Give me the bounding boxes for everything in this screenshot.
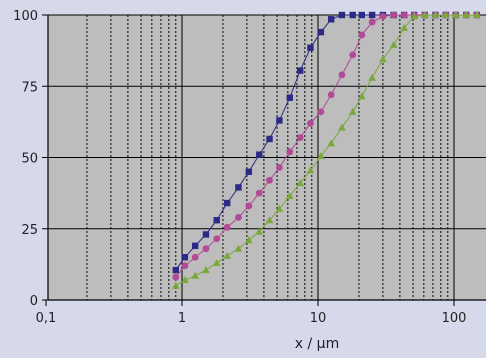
data-point xyxy=(349,51,357,59)
data-point xyxy=(224,199,231,207)
data-point xyxy=(296,179,305,187)
data-point xyxy=(235,184,242,191)
data-point xyxy=(368,73,376,81)
x-tick-label: 1 xyxy=(178,311,186,326)
data-point xyxy=(275,204,284,212)
data-point xyxy=(245,202,253,210)
data-point xyxy=(431,11,440,18)
data-point xyxy=(297,67,304,74)
data-point xyxy=(286,148,294,156)
data-point xyxy=(245,236,253,244)
data-point xyxy=(266,176,273,184)
data-point xyxy=(202,245,210,253)
data-point xyxy=(317,152,325,160)
series-triangle xyxy=(171,11,481,289)
data-point xyxy=(390,11,398,19)
data-point xyxy=(400,11,408,19)
data-point xyxy=(213,217,220,224)
data-point xyxy=(307,119,314,127)
data-point xyxy=(441,11,450,18)
data-point xyxy=(266,135,273,143)
data-point xyxy=(358,31,366,39)
data-point xyxy=(421,11,429,18)
data-point xyxy=(348,107,357,115)
series-layer xyxy=(171,11,481,289)
data-point xyxy=(410,12,419,20)
data-point xyxy=(327,139,335,147)
data-point xyxy=(317,108,325,116)
data-point xyxy=(181,262,189,270)
data-point xyxy=(358,92,366,100)
data-point xyxy=(245,168,253,175)
data-point xyxy=(172,273,180,281)
data-point xyxy=(213,235,221,243)
y-tick-label: 100 xyxy=(13,9,38,24)
data-point xyxy=(191,242,199,250)
data-point xyxy=(255,227,264,235)
y-tick-label: 50 xyxy=(21,152,38,167)
data-point xyxy=(400,23,408,31)
y-tick-label: 0 xyxy=(30,294,38,309)
data-point xyxy=(296,134,304,141)
data-point xyxy=(368,18,376,26)
data-point xyxy=(358,11,366,19)
data-point xyxy=(307,44,314,51)
data-point xyxy=(317,28,325,36)
x-tick-label: 100 xyxy=(442,311,467,326)
data-point xyxy=(276,117,283,124)
data-point xyxy=(265,216,274,224)
data-point xyxy=(285,191,294,199)
x-tick-label: 10 xyxy=(310,311,327,326)
data-point xyxy=(212,258,221,266)
data-point xyxy=(338,71,346,79)
data-point xyxy=(379,13,387,20)
data-point xyxy=(306,166,315,174)
data-point xyxy=(235,213,242,221)
data-point xyxy=(327,16,335,23)
data-point xyxy=(191,271,199,279)
data-point xyxy=(234,244,243,252)
data-point xyxy=(379,55,387,63)
data-point xyxy=(472,11,481,18)
x-axis-title: x / µm xyxy=(295,336,339,352)
data-point xyxy=(368,11,376,19)
data-point xyxy=(171,281,180,289)
data-point xyxy=(451,11,460,18)
grid xyxy=(48,14,486,300)
data-point xyxy=(202,266,210,274)
data-point xyxy=(181,254,189,261)
y-tick-label: 25 xyxy=(21,223,38,238)
data-point xyxy=(462,11,471,18)
axes: 0 25 50 75 100 0,1 1 10 100 xyxy=(13,9,486,326)
data-point xyxy=(172,266,179,274)
data-point xyxy=(389,40,398,48)
data-point xyxy=(202,231,210,238)
x-tick-label: 0,1 xyxy=(36,311,57,326)
data-point xyxy=(349,11,356,19)
data-point xyxy=(286,94,293,101)
data-point xyxy=(327,91,335,99)
data-point xyxy=(223,223,231,231)
data-point xyxy=(223,251,232,259)
data-point xyxy=(338,11,346,19)
data-point xyxy=(256,151,263,158)
data-point xyxy=(275,164,283,171)
data-point xyxy=(191,253,199,261)
data-point xyxy=(181,276,189,284)
data-point xyxy=(338,123,346,131)
y-tick-label: 75 xyxy=(21,80,38,95)
data-point xyxy=(255,189,263,197)
